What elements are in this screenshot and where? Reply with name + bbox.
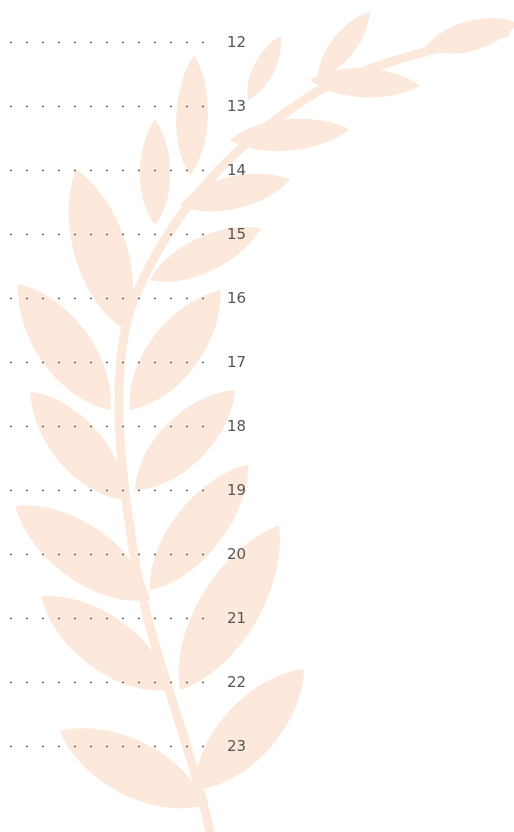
toc-entry: 19 — [0, 480, 260, 500]
dot-leader — [3, 297, 215, 300]
page-number: 17 — [227, 352, 246, 372]
page-number: 14 — [227, 160, 246, 180]
dot-leader — [3, 361, 215, 364]
toc-entry: 20 — [0, 544, 260, 564]
page-number: 15 — [227, 224, 246, 244]
dot-leader — [3, 489, 215, 492]
page-number: 18 — [227, 416, 246, 436]
page-number: 13 — [227, 96, 246, 116]
toc-entry: 17 — [0, 352, 260, 372]
dot-leader — [3, 681, 215, 684]
page-number: 23 — [227, 736, 246, 756]
toc-entry: 15 — [0, 224, 260, 244]
dot-leader — [3, 169, 215, 172]
page-number: 21 — [227, 608, 246, 628]
dot-leader — [3, 553, 215, 556]
toc-entry: 13 — [0, 96, 260, 116]
page-number: 22 — [227, 672, 246, 692]
page-number: 12 — [227, 32, 246, 52]
toc-entry: 14 — [0, 160, 260, 180]
page-number: 19 — [227, 480, 246, 500]
page-number: 16 — [227, 288, 246, 308]
toc-entry: 12 — [0, 32, 260, 52]
toc-entry: 21 — [0, 608, 260, 628]
page: 121314151617181920212223 (() => { const … — [0, 0, 514, 832]
dot-leader — [3, 617, 215, 620]
toc-entry: 22 — [0, 672, 260, 692]
dot-leader — [3, 233, 215, 236]
dot-leader — [3, 105, 215, 108]
dot-leader — [3, 425, 215, 428]
dot-leader — [3, 41, 215, 44]
toc-entry: 16 — [0, 288, 260, 308]
dot-leader — [3, 745, 215, 748]
page-number: 20 — [227, 544, 246, 564]
toc-entry: 18 — [0, 416, 260, 436]
toc-entry: 23 — [0, 736, 260, 756]
